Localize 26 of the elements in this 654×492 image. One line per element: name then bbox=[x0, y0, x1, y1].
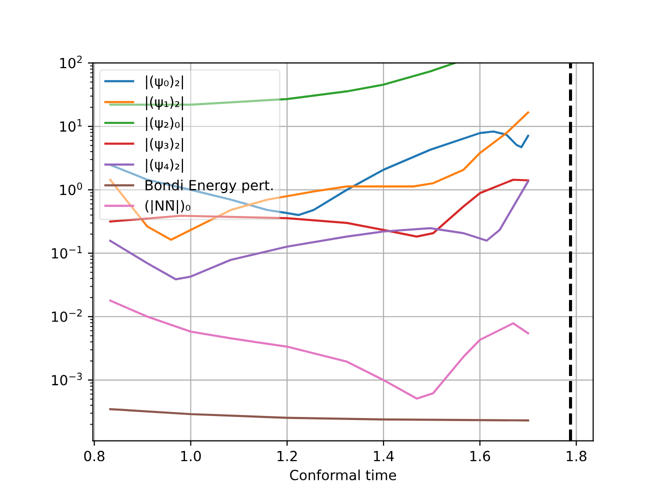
line-series bbox=[109, 178, 530, 238]
x-tick-label: 1.2 bbox=[278, 450, 297, 462]
y-tick-label: 10$^{0}$ bbox=[60, 182, 82, 196]
y-tick-label: 10$^{−3}$ bbox=[52, 372, 82, 386]
x-tick-label: 1.8 bbox=[566, 450, 586, 462]
x-tick-label: 0.8 bbox=[84, 450, 104, 462]
line-series bbox=[109, 111, 530, 241]
legend-label: (|NN̄|)₀ bbox=[145, 200, 190, 214]
line-series bbox=[109, 180, 530, 280]
legend-label: |(ψ₁)₂| bbox=[146, 96, 183, 110]
legend-label: |(ψ₀)₂| bbox=[146, 75, 183, 90]
y-tick-label: 10$^{1}$ bbox=[60, 119, 82, 132]
y-tick-label: 10$^{−2}$ bbox=[52, 309, 82, 322]
line-series bbox=[109, 408, 530, 422]
legend-label: Bondi Energy pert. bbox=[146, 180, 273, 194]
legend-label: |(ψ₄)₂| bbox=[146, 158, 183, 173]
legend-label: |(ψ₂)₀| bbox=[146, 117, 183, 132]
x-tick-label: 1.4 bbox=[374, 450, 394, 462]
legend-label: |(ψ₃)₂| bbox=[146, 138, 183, 152]
x-tick-label: 1.0 bbox=[181, 450, 201, 462]
line-series bbox=[109, 300, 530, 400]
x-tick-label: 1.6 bbox=[470, 450, 490, 462]
y-tick-label: 10$^{−1}$ bbox=[52, 246, 82, 259]
line-series bbox=[109, 130, 530, 216]
y-tick-label: 10$^{2}$ bbox=[60, 56, 82, 68]
x-axis-title: Conformal time bbox=[290, 470, 396, 480]
